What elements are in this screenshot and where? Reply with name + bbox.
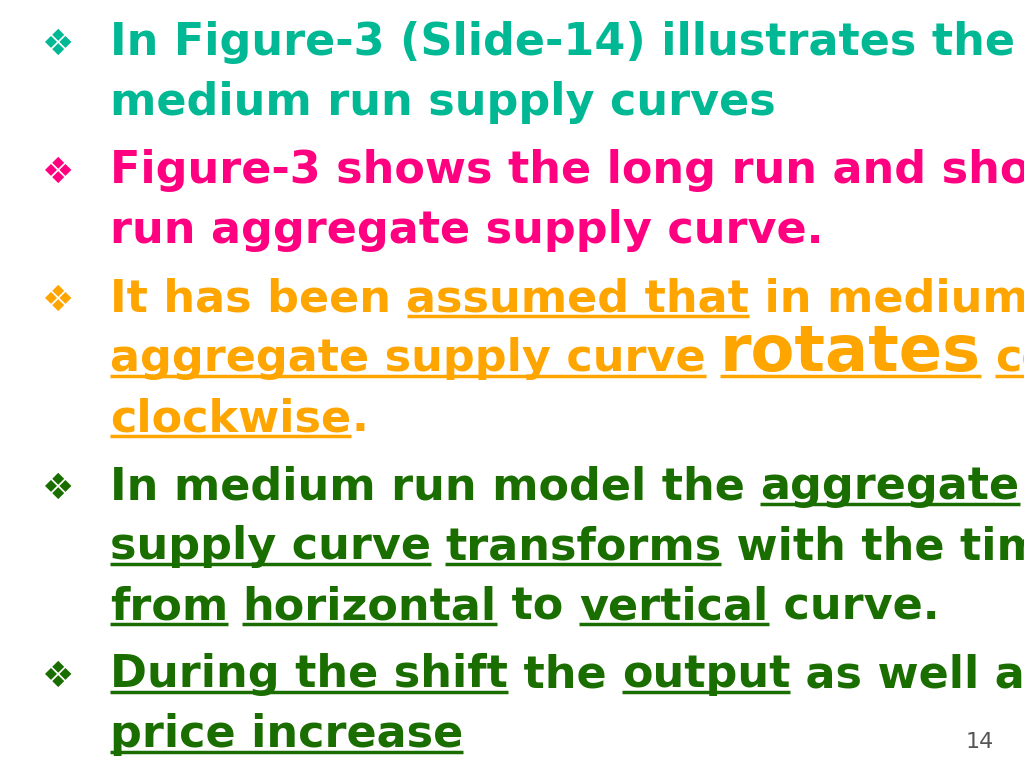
Text: In medium run model the: In medium run model the bbox=[110, 465, 761, 508]
Text: vertical: vertical bbox=[580, 585, 768, 628]
Text: the: the bbox=[508, 653, 622, 696]
Text: curve.: curve. bbox=[768, 585, 940, 628]
Text: to: to bbox=[497, 585, 580, 628]
Text: aggregate: aggregate bbox=[761, 465, 1020, 508]
Text: ❖: ❖ bbox=[42, 156, 75, 190]
Text: It has been: It has been bbox=[110, 277, 407, 320]
Text: assumed that: assumed that bbox=[407, 277, 750, 320]
Text: clockwise: clockwise bbox=[110, 397, 351, 440]
Text: rotates: rotates bbox=[720, 322, 981, 384]
Text: ❖: ❖ bbox=[42, 284, 75, 318]
Text: 14: 14 bbox=[966, 732, 994, 752]
Text: price increase: price increase bbox=[110, 713, 463, 756]
Text: horizontal: horizontal bbox=[243, 585, 497, 628]
Text: Figure-3 shows the long run and short: Figure-3 shows the long run and short bbox=[110, 149, 1024, 192]
Text: counter: counter bbox=[995, 337, 1024, 380]
Text: in medium run: in medium run bbox=[750, 277, 1024, 320]
Text: with the time: with the time bbox=[721, 525, 1024, 568]
Text: run aggregate supply curve.: run aggregate supply curve. bbox=[110, 209, 823, 252]
Text: ❖: ❖ bbox=[42, 472, 75, 506]
Text: output: output bbox=[622, 653, 791, 696]
Text: During the shift: During the shift bbox=[110, 653, 508, 696]
Text: transforms: transforms bbox=[445, 525, 721, 568]
Text: ❖: ❖ bbox=[42, 28, 75, 62]
Text: aggregate supply curve: aggregate supply curve bbox=[110, 337, 706, 380]
Text: .: . bbox=[351, 397, 368, 440]
Text: In Figure-3 (Slide-14) illustrates the: In Figure-3 (Slide-14) illustrates the bbox=[110, 21, 1015, 64]
Text: medium run supply curves: medium run supply curves bbox=[110, 81, 776, 124]
Text: supply curve: supply curve bbox=[110, 525, 431, 568]
Text: from: from bbox=[110, 585, 228, 628]
Text: ❖: ❖ bbox=[42, 660, 75, 694]
Text: as well as the: as well as the bbox=[791, 653, 1024, 696]
